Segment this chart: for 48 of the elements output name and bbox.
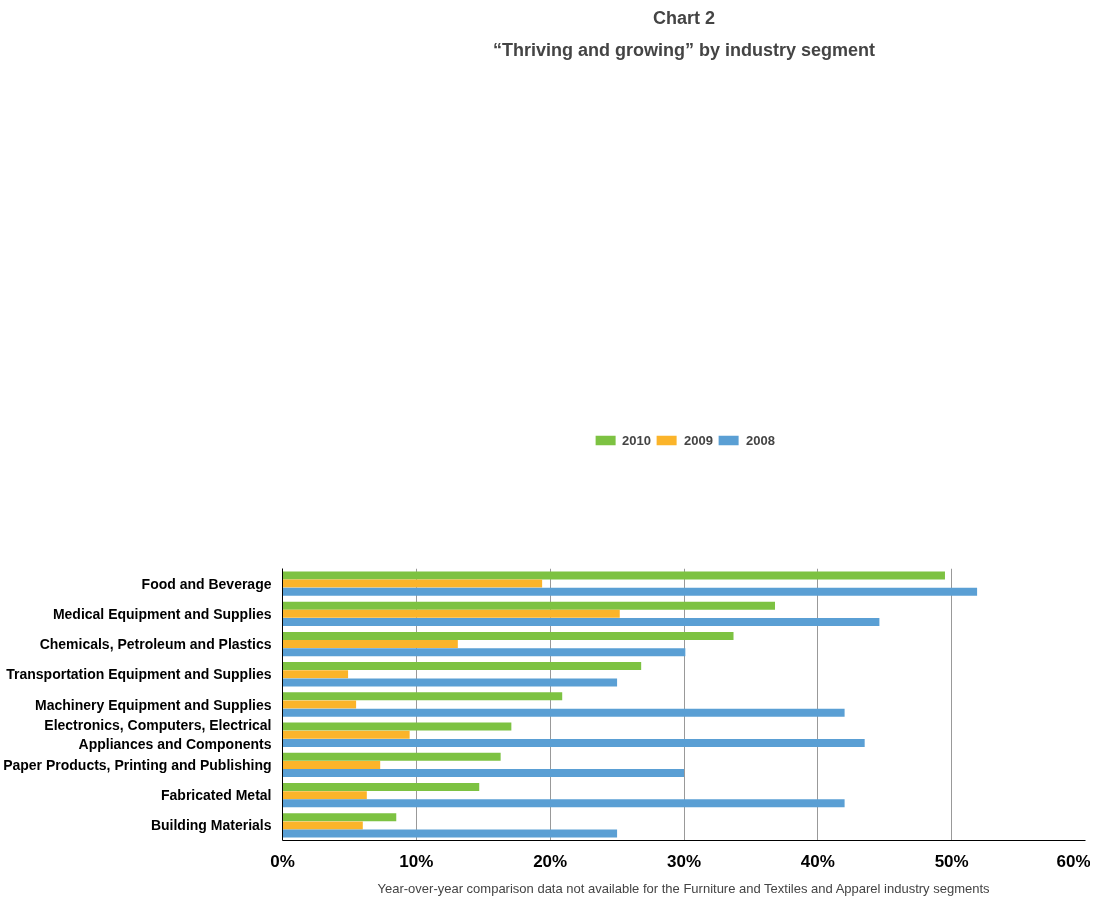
legend-label: 2009: [684, 432, 713, 448]
bar: [282, 662, 642, 671]
x-tick-label: 0%: [270, 851, 295, 871]
bar: [282, 617, 880, 626]
legend-label: 2008: [745, 432, 775, 448]
bar: [282, 730, 410, 739]
bar: [282, 587, 978, 596]
bar: [282, 648, 686, 657]
chart-subtitle: “Thriving and growing” by industry segment: [492, 39, 876, 60]
bar: [282, 760, 381, 769]
y-tick-label: Building Materials: [150, 817, 272, 834]
x-tick-label: 40%: [800, 851, 835, 871]
chart-title: Chart 2: [652, 7, 716, 28]
bar: [282, 571, 945, 580]
y-tick-label: Paper Products, Printing and Publishing: [3, 756, 272, 773]
x-tick-label: 60%: [1056, 851, 1091, 871]
bar: [282, 601, 776, 610]
text: Year-over-year comparison data not available for the Furniture and Textiles and Apparel industry segments: [377, 880, 991, 896]
y-tick-label: Food and Beverage: [141, 575, 272, 592]
x-tick-label: 10%: [399, 851, 434, 871]
bar: [282, 799, 845, 808]
bar: [282, 722, 512, 731]
y-tick-label: Chemicals, Petroleum and Plastics: [39, 636, 272, 653]
bar: [282, 769, 684, 778]
x-tick-label: 30%: [666, 851, 702, 871]
y-tick-label: Medical Equipment and Supplies: [52, 605, 272, 622]
bar: [282, 678, 618, 687]
bar: [282, 791, 367, 800]
y-tick-label: Transportation Equipment and Supplies: [6, 666, 272, 683]
bar: [282, 738, 865, 747]
x-tick-label: 20%: [533, 851, 568, 871]
y-tick-label: Machinery Equipment and Supplies: [35, 696, 272, 713]
bar: [282, 752, 501, 761]
bar: [282, 783, 480, 792]
bar: [282, 640, 458, 649]
bar: [282, 631, 734, 640]
x-tick-label: 50%: [934, 851, 969, 871]
y-tick-label: Electronics, Computers, Electrical Appliances and Components: [44, 717, 272, 753]
bar: [282, 829, 618, 838]
bar: [282, 821, 363, 830]
bar: [282, 708, 845, 717]
y-tick-label: Fabricated Metal: [161, 787, 272, 804]
bar: [282, 609, 620, 618]
legend-label: 2010: [622, 432, 652, 448]
bar: [282, 813, 397, 822]
bar: [282, 670, 349, 679]
bar: [282, 692, 563, 701]
bar: [282, 579, 543, 588]
